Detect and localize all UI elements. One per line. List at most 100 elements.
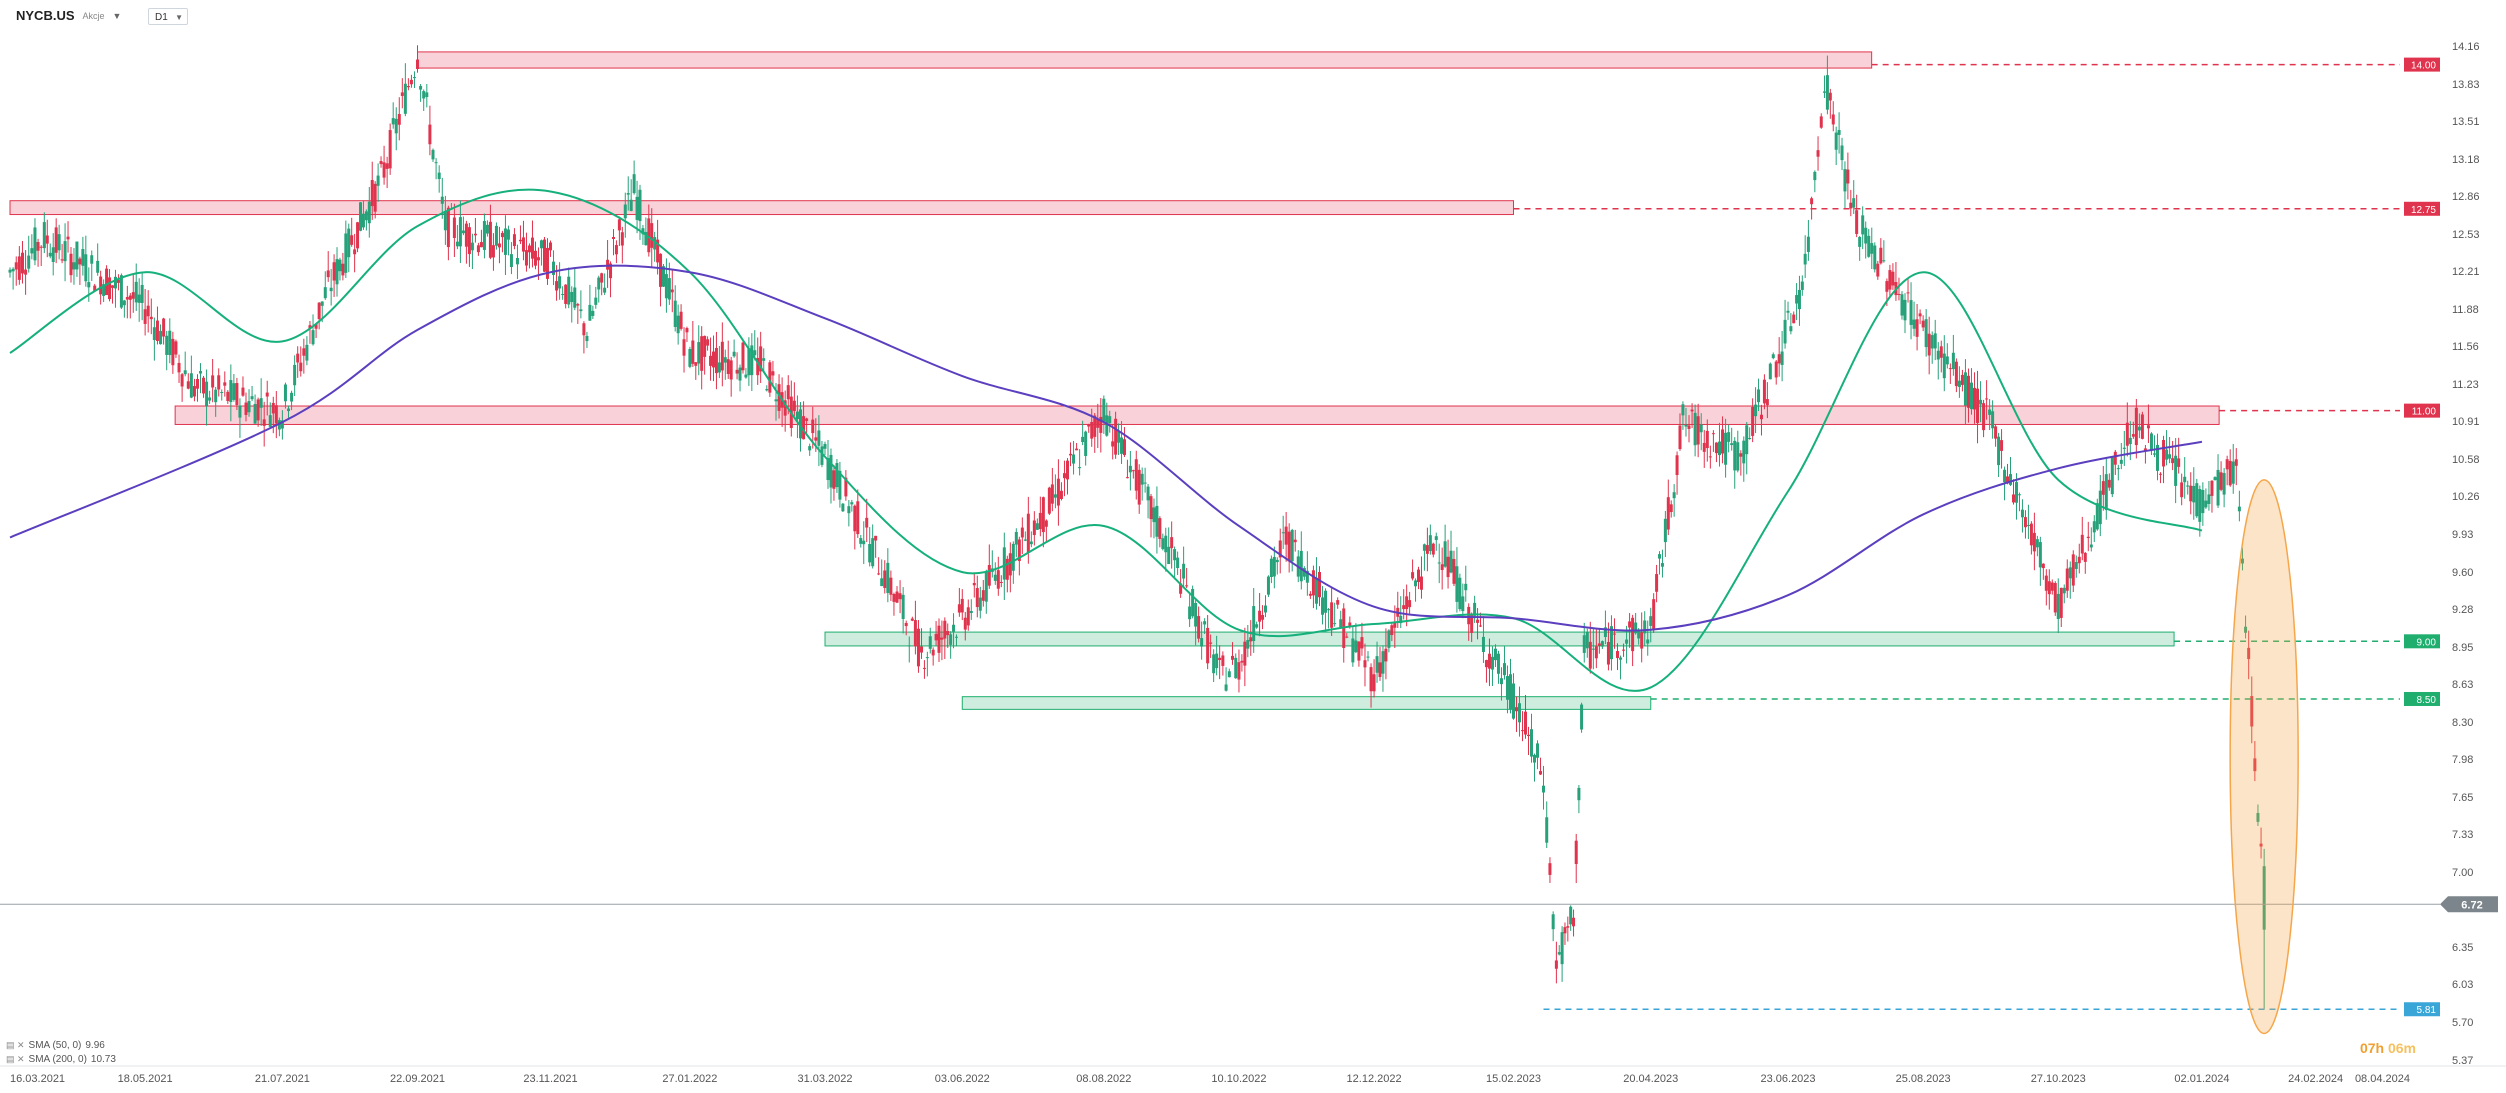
candle-body bbox=[344, 233, 348, 273]
candle-body bbox=[984, 572, 988, 602]
candle-body bbox=[1606, 642, 1610, 665]
candle-body bbox=[1669, 504, 1673, 513]
candle-body bbox=[1643, 620, 1647, 634]
zone-resistance-0[interactable] bbox=[417, 51, 1873, 69]
candle-body bbox=[1125, 477, 1129, 479]
candle-body bbox=[957, 604, 961, 613]
candle-body bbox=[1422, 544, 1426, 551]
candle-body bbox=[1927, 333, 1931, 356]
symbol-dropdown-icon[interactable]: ▼ bbox=[112, 10, 122, 21]
candles[interactable] bbox=[8, 45, 2266, 1010]
candle-body bbox=[1828, 92, 1832, 101]
candle-body bbox=[509, 254, 513, 268]
candle-body bbox=[817, 430, 821, 446]
zone-support-4[interactable] bbox=[961, 696, 1652, 710]
candle-body bbox=[1493, 648, 1497, 661]
candle-body bbox=[603, 287, 607, 293]
candle-body bbox=[287, 408, 291, 412]
candle-body bbox=[1258, 610, 1262, 622]
candle-body bbox=[966, 607, 970, 626]
candle-body bbox=[1131, 470, 1135, 472]
candle-body bbox=[987, 565, 991, 586]
candle-body bbox=[2000, 440, 2004, 451]
candle-body bbox=[1813, 171, 1817, 181]
candle-body bbox=[2165, 449, 2169, 460]
candle-body bbox=[811, 419, 815, 434]
candle-body bbox=[1783, 319, 1787, 344]
candle-body bbox=[1372, 674, 1376, 692]
candle-body bbox=[515, 258, 519, 265]
candle-body bbox=[1317, 571, 1321, 598]
candle-body bbox=[2092, 521, 2096, 533]
candle-body bbox=[1384, 648, 1388, 662]
candle-body bbox=[1351, 638, 1355, 663]
date-tick-label: 23.11.2021 bbox=[523, 1073, 577, 1085]
candle-body bbox=[2032, 532, 2036, 552]
candle-body bbox=[1464, 583, 1468, 591]
candle-body bbox=[385, 163, 389, 169]
legend-sma200[interactable]: ▤ ✕ SMA (200, 0) 10.73 bbox=[6, 1054, 116, 1065]
candle-body bbox=[1873, 245, 1877, 270]
indicator-icon: ▤ ✕ bbox=[6, 1054, 25, 1064]
candle-body bbox=[1933, 333, 1937, 349]
price-axis[interactable]: 14.16 13.83 13.51 13.18 12.86 12.53 12.21 11.88… bbox=[2452, 41, 2480, 1067]
candle-body bbox=[1431, 543, 1435, 555]
candle-body bbox=[1708, 456, 1712, 458]
candle-body bbox=[1357, 641, 1361, 661]
candle-body bbox=[1721, 429, 1725, 454]
candle-body bbox=[2219, 472, 2223, 490]
candle-body bbox=[832, 470, 836, 489]
date-tick-label: 15.02.2023 bbox=[1486, 1073, 1541, 1085]
candle-body bbox=[1637, 630, 1641, 639]
zone-support-3[interactable] bbox=[824, 631, 2175, 647]
level-tag-label: 12.75 bbox=[2411, 205, 2436, 216]
candle-body bbox=[1360, 637, 1364, 649]
candle-body bbox=[2149, 433, 2153, 451]
candle-body bbox=[2156, 444, 2160, 471]
candle-body bbox=[711, 351, 715, 368]
candle-body bbox=[2231, 461, 2235, 484]
candle-body bbox=[1885, 281, 1889, 292]
zone-resistance-2[interactable] bbox=[174, 405, 2220, 425]
candle-body bbox=[437, 172, 441, 180]
candle-body bbox=[805, 418, 809, 421]
candle-body bbox=[2104, 474, 2108, 511]
candle-body bbox=[1140, 473, 1144, 485]
candle-body bbox=[238, 405, 242, 418]
zone-resistance-1[interactable] bbox=[9, 200, 1514, 216]
candle-body bbox=[1786, 310, 1790, 313]
candle-body bbox=[1533, 754, 1537, 763]
candle-body bbox=[232, 383, 236, 400]
candle-body bbox=[1742, 440, 1746, 464]
candle-body bbox=[1005, 558, 1009, 580]
price-tick-label: 11.23 bbox=[2452, 379, 2479, 391]
candle-body bbox=[93, 285, 97, 291]
candle-body bbox=[1864, 227, 1868, 244]
candle-body bbox=[1912, 319, 1916, 329]
symbol-name[interactable]: NYCB.US bbox=[16, 8, 75, 23]
price-tick-label: 7.65 bbox=[2452, 792, 2473, 804]
date-axis[interactable]: 16.03.2021 18.05.2021 21.07.2021 22.09.2021… bbox=[0, 1065, 2506, 1085]
candle-body bbox=[1496, 653, 1500, 674]
candle-body bbox=[723, 357, 727, 363]
candle-body bbox=[2186, 485, 2190, 487]
candle-body bbox=[1511, 683, 1515, 719]
candle-body bbox=[1622, 649, 1626, 651]
sma200-line[interactable] bbox=[9, 264, 2203, 632]
candle-body bbox=[1369, 667, 1373, 692]
candle-body bbox=[524, 250, 528, 266]
candle-body bbox=[2098, 490, 2102, 525]
level-tag-label: 9.00 bbox=[2417, 637, 2437, 648]
candle-body bbox=[379, 161, 383, 165]
timeframe-select[interactable]: D1 ▼ bbox=[148, 8, 188, 25]
sma50-line[interactable] bbox=[9, 188, 2203, 692]
candle-body bbox=[729, 360, 733, 380]
candle-body bbox=[1969, 382, 1973, 410]
candle-body bbox=[2053, 582, 2057, 613]
candle-body bbox=[952, 624, 956, 632]
legend-sma50[interactable]: ▤ ✕ SMA (50, 0) 9.96 bbox=[6, 1040, 105, 1051]
candle-body bbox=[192, 386, 196, 397]
candle-body bbox=[51, 247, 55, 262]
candle-body bbox=[1041, 497, 1045, 533]
